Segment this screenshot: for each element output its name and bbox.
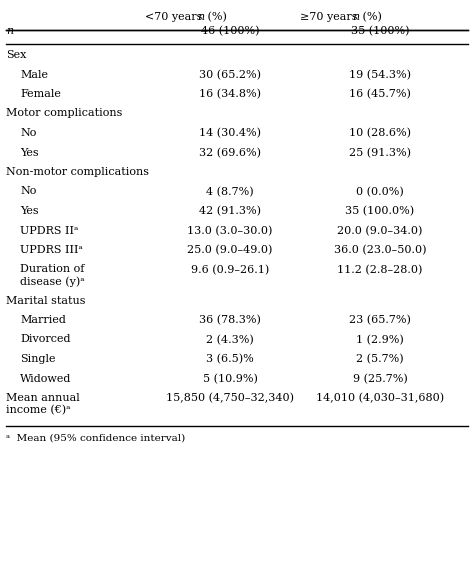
Text: 16 (45.7%): 16 (45.7%) — [349, 89, 411, 99]
Text: 23 (65.7%): 23 (65.7%) — [349, 315, 411, 325]
Text: 4 (8.7%): 4 (8.7%) — [206, 186, 254, 197]
Text: 25.0 (9.0–49.0): 25.0 (9.0–49.0) — [187, 245, 273, 255]
Text: 36.0 (23.0–50.0): 36.0 (23.0–50.0) — [334, 245, 426, 255]
Text: Sex: Sex — [6, 50, 27, 60]
Text: 36 (78.3%): 36 (78.3%) — [199, 315, 261, 325]
Text: (%): (%) — [359, 12, 382, 23]
Text: Mean annual
income (€)ᵃ: Mean annual income (€)ᵃ — [6, 393, 80, 415]
Text: 42 (91.3%): 42 (91.3%) — [199, 206, 261, 216]
Text: 15,850 (4,750–32,340): 15,850 (4,750–32,340) — [166, 393, 294, 403]
Text: 46 (100%): 46 (100%) — [201, 26, 259, 36]
Text: No: No — [20, 128, 36, 138]
Text: 35 (100.0%): 35 (100.0%) — [346, 206, 415, 216]
Text: UPDRS IIᵃ: UPDRS IIᵃ — [20, 226, 78, 235]
Text: 1 (2.9%): 1 (2.9%) — [356, 335, 404, 345]
Text: Motor complications: Motor complications — [6, 108, 122, 118]
Text: 35 (100%): 35 (100%) — [351, 26, 409, 36]
Text: ᵃ  Mean (95% confidence interval): ᵃ Mean (95% confidence interval) — [6, 434, 185, 443]
Text: 11.2 (2.8–28.0): 11.2 (2.8–28.0) — [337, 264, 423, 275]
Text: Married: Married — [20, 315, 66, 325]
Text: Yes: Yes — [20, 206, 38, 216]
Text: 19 (54.3%): 19 (54.3%) — [349, 69, 411, 80]
Text: 32 (69.6%): 32 (69.6%) — [199, 148, 261, 158]
Text: Divorced: Divorced — [20, 335, 71, 344]
Text: n: n — [197, 12, 204, 22]
Text: 30 (65.2%): 30 (65.2%) — [199, 69, 261, 80]
Text: Female: Female — [20, 89, 61, 99]
Text: Male: Male — [20, 69, 48, 80]
Text: (%): (%) — [204, 12, 227, 23]
Text: 14,010 (4,030–31,680): 14,010 (4,030–31,680) — [316, 393, 444, 403]
Text: 14 (30.4%): 14 (30.4%) — [199, 128, 261, 138]
Text: 2 (5.7%): 2 (5.7%) — [356, 354, 404, 364]
Text: UPDRS IIIᵃ: UPDRS IIIᵃ — [20, 245, 83, 255]
Text: 20.0 (9.0–34.0): 20.0 (9.0–34.0) — [337, 226, 423, 236]
Text: No: No — [20, 186, 36, 197]
Text: n: n — [352, 12, 359, 22]
Text: 9 (25.7%): 9 (25.7%) — [353, 373, 407, 384]
Text: Duration of
disease (y)ᵃ: Duration of disease (y)ᵃ — [20, 264, 85, 287]
Text: Marital status: Marital status — [6, 295, 85, 305]
Text: 5 (10.9%): 5 (10.9%) — [202, 373, 257, 384]
Text: 13.0 (3.0–30.0): 13.0 (3.0–30.0) — [187, 226, 273, 236]
Text: Widowed: Widowed — [20, 373, 72, 384]
Text: 0 (0.0%): 0 (0.0%) — [356, 186, 404, 197]
Text: 10 (28.6%): 10 (28.6%) — [349, 128, 411, 138]
Text: ≥70 years: ≥70 years — [300, 12, 361, 22]
Text: 2 (4.3%): 2 (4.3%) — [206, 335, 254, 345]
Text: n: n — [6, 26, 13, 36]
Text: <70 years: <70 years — [145, 12, 206, 22]
Text: Yes: Yes — [20, 148, 38, 158]
Text: 25 (91.3%): 25 (91.3%) — [349, 148, 411, 158]
Text: Non-motor complications: Non-motor complications — [6, 167, 149, 177]
Text: 3 (6.5)%: 3 (6.5)% — [206, 354, 254, 364]
Text: 16 (34.8%): 16 (34.8%) — [199, 89, 261, 99]
Text: Single: Single — [20, 354, 55, 364]
Text: 9.6 (0.9–26.1): 9.6 (0.9–26.1) — [191, 264, 269, 275]
